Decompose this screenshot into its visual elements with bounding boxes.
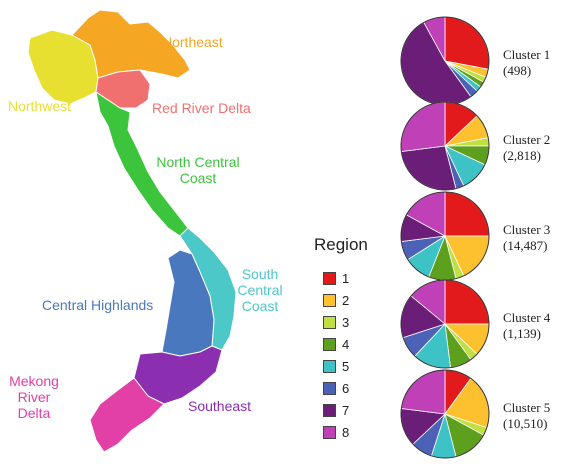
- pie-cluster-5: [400, 369, 490, 459]
- map-region-northeast: [71, 9, 191, 79]
- label-northwest: Northwest: [8, 98, 72, 114]
- cluster-label-3: Cluster 3 (14,487): [503, 222, 550, 254]
- pie-cluster-3: [400, 191, 490, 281]
- pie-slice-cluster4-region1: [444, 279, 490, 325]
- cluster-label-2: Cluster 2 (2,818): [503, 132, 550, 164]
- legend-swatch-6: [323, 382, 336, 395]
- legend-label-1: 1: [342, 271, 350, 286]
- legend-swatch-7: [323, 404, 336, 417]
- label-south-central-coast-line1: South: [241, 266, 279, 282]
- cluster-label-5: Cluster 5 (10,510): [503, 400, 550, 432]
- legend-label-7: 7: [342, 403, 350, 418]
- cluster-count-5: (10,510): [503, 416, 548, 431]
- pie-slice-cluster3-region1: [444, 191, 490, 237]
- pie-cluster-2: [400, 101, 490, 191]
- cluster-label-4: Cluster 4 (1,139): [503, 310, 550, 342]
- label-southeast: Southeast: [188, 398, 252, 414]
- label-mekong-river-delta: Mekong River Delta: [8, 373, 60, 421]
- cluster-name-4: Cluster 4: [503, 310, 551, 325]
- label-mekong-line2: River: [17, 389, 51, 405]
- legend-swatch-3: [323, 316, 336, 329]
- label-central-highlands: Central Highlands: [42, 297, 154, 313]
- legend-swatch-4: [323, 338, 336, 351]
- legend-label-3: 3: [342, 315, 350, 330]
- pie-outline-cluster4: [400, 279, 490, 369]
- pie-cluster-1: [400, 16, 490, 106]
- legend-swatch-1: [323, 272, 336, 285]
- label-north-central-coast: North Central Coast: [152, 154, 244, 186]
- legend-label-8: 8: [342, 425, 350, 440]
- cluster-count-1: (498): [503, 63, 532, 78]
- pie-outline-cluster2: [400, 101, 490, 191]
- pie-slice-cluster1-region1: [444, 16, 490, 70]
- cluster-name-2: Cluster 2: [503, 132, 551, 147]
- cluster-name-3: Cluster 3: [503, 222, 551, 237]
- cluster-count-3: (14,487): [503, 238, 548, 253]
- label-south-central-coast-line2: Central: [237, 282, 283, 298]
- legend-swatch-2: [323, 294, 336, 307]
- legend-swatch-5: [323, 360, 336, 373]
- legend-title: Region: [314, 235, 368, 254]
- cluster-count-4: (1,139): [503, 326, 541, 341]
- pie-outline-cluster5: [400, 369, 490, 459]
- vietnam-region-map: [27, 9, 237, 453]
- legend-label-5: 5: [342, 359, 350, 374]
- legend-label-6: 6: [342, 381, 350, 396]
- legend-label-2: 2: [342, 293, 350, 308]
- map-region-mekong-river-delta: [89, 377, 165, 453]
- cluster-name-5: Cluster 5: [503, 400, 551, 415]
- label-south-central-coast-line3: Coast: [241, 298, 279, 314]
- cluster-count-2: (2,818): [503, 148, 541, 163]
- label-mekong-line1: Mekong: [9, 373, 59, 389]
- legend-label-4: 4: [342, 337, 350, 352]
- cluster-label-1: Cluster 1 (498): [503, 47, 550, 79]
- label-mekong-line3: Delta: [17, 405, 51, 421]
- legend-swatch-8: [323, 426, 336, 439]
- label-northeast: Northeast: [162, 34, 223, 50]
- label-red-river-delta: Red River Delta: [152, 100, 251, 116]
- label-south-central-coast: South Central Coast: [232, 266, 288, 314]
- pie-slice-cluster2-region8: [400, 101, 446, 152]
- cluster-name-1: Cluster 1: [503, 47, 551, 62]
- pie-slice-cluster5-region8: [400, 369, 446, 415]
- label-north-central-coast-line2: Coast: [179, 170, 217, 186]
- label-north-central-coast-line1: North Central: [156, 154, 240, 170]
- pie-cluster-4: [400, 279, 490, 369]
